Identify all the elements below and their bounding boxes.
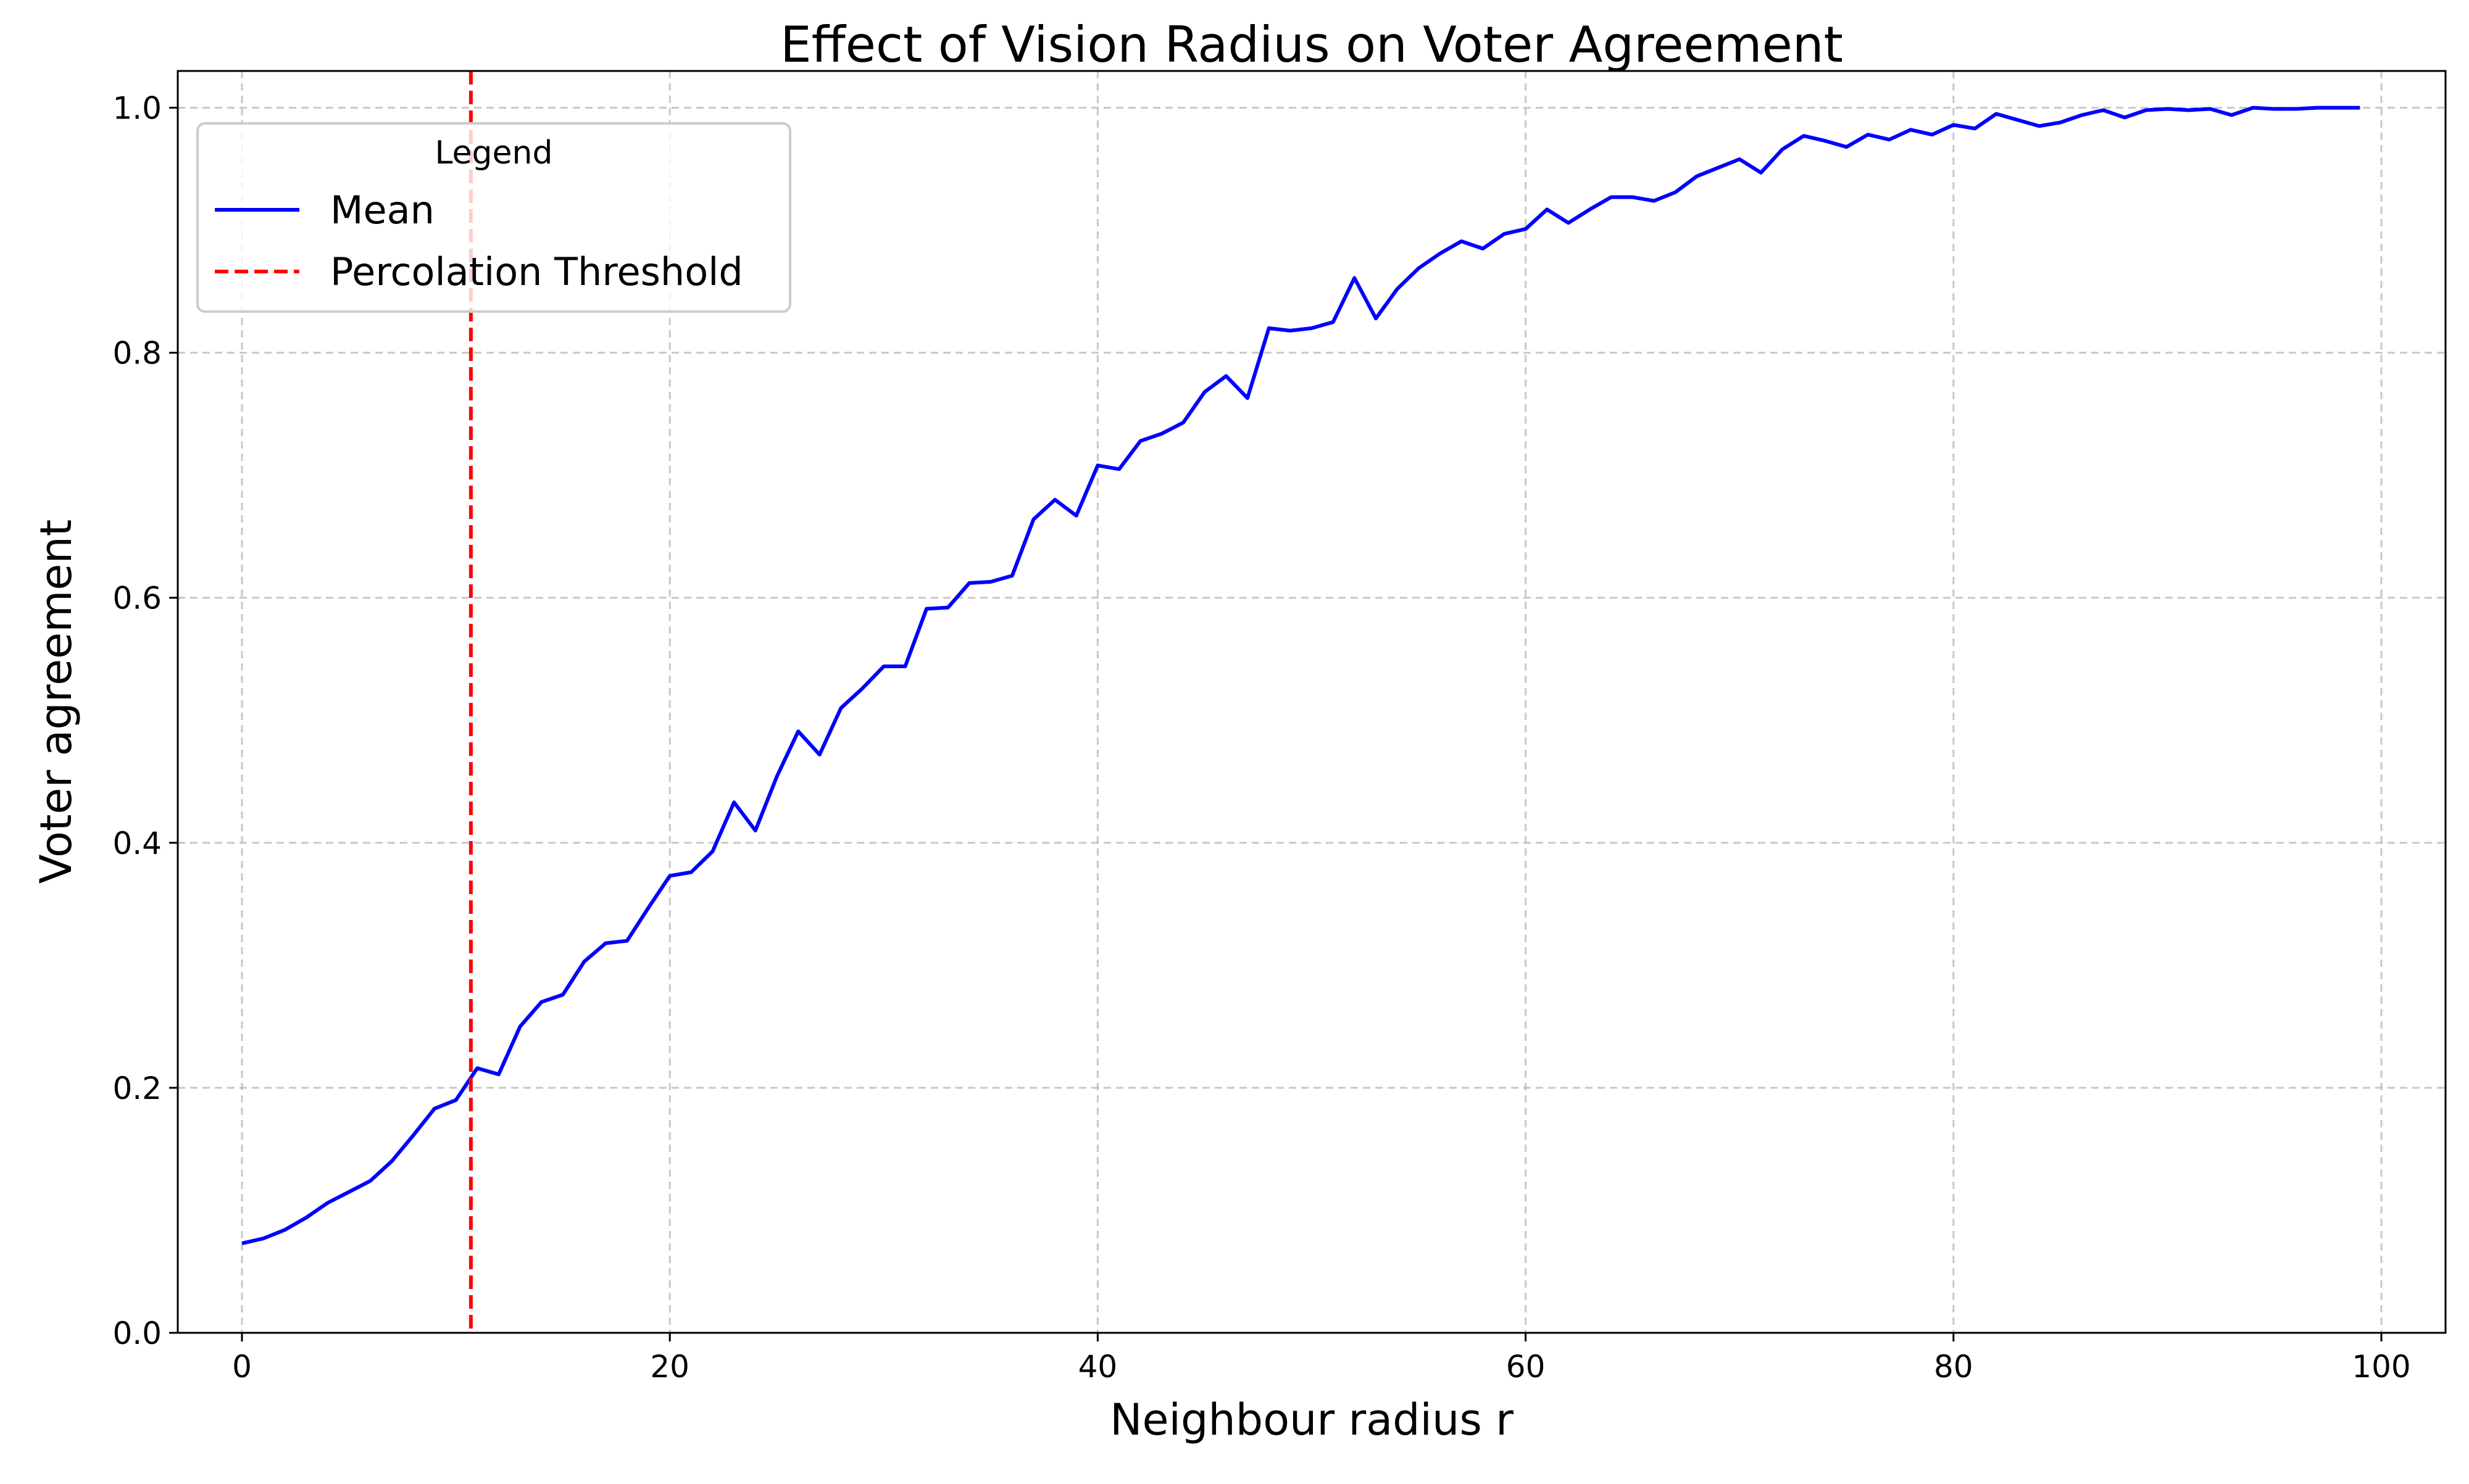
x-tick-label: 40 — [1078, 1349, 1118, 1385]
x-axis-label: Neighbour radius r — [1110, 1395, 1513, 1445]
y-tick-label: 0.2 — [112, 1071, 162, 1106]
y-tick-label: 0.6 — [112, 581, 162, 616]
legend: Legend Mean Percolation Threshold — [196, 122, 791, 313]
chart-title: Effect of Vision Radius on Voter Agreeme… — [780, 16, 1843, 73]
x-tick-label: 20 — [650, 1349, 689, 1385]
plot-frame — [177, 70, 2447, 1334]
y-tick-label: 0.4 — [112, 826, 162, 861]
y-tick-label: 0.8 — [112, 336, 162, 371]
legend-label-threshold: Percolation Threshold — [330, 249, 743, 294]
legend-box — [196, 122, 791, 313]
x-tick-label: 0 — [232, 1349, 252, 1385]
series-line-mean — [241, 106, 2360, 1246]
axis-ticks: 0 20 40 60 80 100 0.0 0.2 0.4 0.6 0.8 1.0 — [112, 91, 2410, 1385]
legend-label-mean: Mean — [330, 188, 435, 233]
legend-title: Legend — [435, 135, 552, 172]
y-tick-label: 1.0 — [112, 91, 162, 126]
y-tick-label: 0.0 — [112, 1316, 162, 1351]
y-axis-label: Voter agreement — [31, 520, 81, 884]
x-tick-label: 80 — [1934, 1349, 1973, 1385]
x-tick-label: 60 — [1506, 1349, 1546, 1385]
x-tick-label: 100 — [2352, 1349, 2410, 1385]
